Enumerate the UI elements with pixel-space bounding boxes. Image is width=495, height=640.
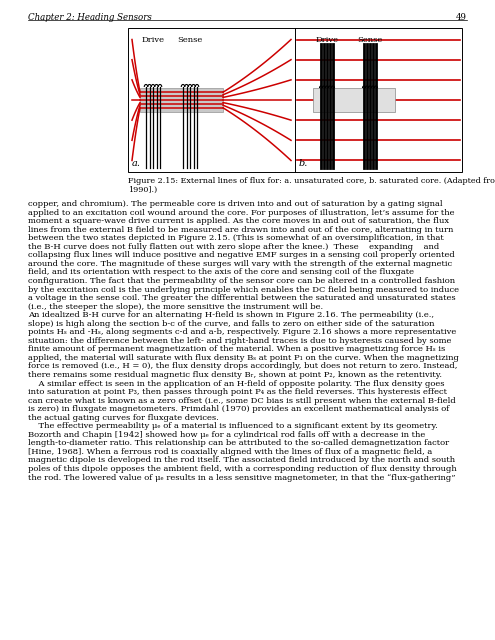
Bar [140, 88, 223, 112]
Text: collapsing flux lines will induce positive and negative EMF surges in a sensing : collapsing flux lines will induce positi… [28, 252, 455, 259]
Text: applied to an excitation coil wound around the core. For purposes of illustratio: applied to an excitation coil wound arou… [28, 209, 454, 216]
Text: around the core. The magnitude of these surges will vary with the strength of th: around the core. The magnitude of these … [28, 260, 452, 268]
Text: the actual gating curves for fluxgate devices.: the actual gating curves for fluxgate de… [28, 413, 219, 422]
Text: The effective permeability μₑ of a material is influenced to a significant exten: The effective permeability μₑ of a mater… [28, 422, 438, 430]
Text: poles of this dipole opposes the ambient field, with a corresponding reduction o: poles of this dipole opposes the ambient… [28, 465, 457, 473]
Text: can create what is known as a zero offset (i.e., some DC bias is still present w: can create what is known as a zero offse… [28, 397, 456, 404]
Text: finite amount of permanent magnetization of the material. When a positive magnet: finite amount of permanent magnetization… [28, 346, 445, 353]
Text: Figure 2.15: External lines of flux for: a. unsaturated core, b. saturated core.: Figure 2.15: External lines of flux for:… [128, 177, 495, 185]
Text: points Hₛ and -Hₛ, along segments c-d and a-b, respectively. Figure 2.16 shows a: points Hₛ and -Hₛ, along segments c-d an… [28, 328, 456, 336]
Text: applied, the material will saturate with flux density Bₛ at point P₁ on the curv: applied, the material will saturate with… [28, 354, 459, 362]
Text: magnetic dipole is developed in the rod itself. The associated field introduced : magnetic dipole is developed in the rod … [28, 456, 455, 465]
Text: lines from the external B field to be measured are drawn into and out of the cor: lines from the external B field to be me… [28, 226, 453, 234]
Bar [313, 88, 395, 112]
Text: Sense: Sense [357, 36, 383, 44]
Text: (i.e., the steeper the slope), the more sensitive the instrument will be.: (i.e., the steeper the slope), the more … [28, 303, 323, 310]
Text: into saturation at point P₃, then passes through point P₄ as the field reverses.: into saturation at point P₃, then passes… [28, 388, 447, 396]
Text: Chapter 2: Heading Sensors: Chapter 2: Heading Sensors [28, 13, 152, 22]
Text: there remains some residual magnetic flux density Bᵣ, shown at point P₂, known a: there remains some residual magnetic flu… [28, 371, 442, 379]
Text: slope) is high along the section b-c of the curve, and falls to zero on either s: slope) is high along the section b-c of … [28, 320, 435, 328]
Text: 1990].): 1990].) [128, 186, 157, 194]
Text: length-to-diameter ratio. This relationship can be attributed to the so-called d: length-to-diameter ratio. This relations… [28, 440, 449, 447]
Text: between the two states depicted in Figure 2.15. (This is somewhat of an oversimp: between the two states depicted in Figur… [28, 234, 444, 242]
Text: by the excitation coil is the underlying principle which enables the DC field be: by the excitation coil is the underlying… [28, 285, 459, 294]
Text: Drive: Drive [142, 36, 164, 44]
Text: configuration. The fact that the permeability of the sensor core can be altered : configuration. The fact that the permeab… [28, 277, 455, 285]
Bar [128, 28, 462, 172]
Text: b.: b. [299, 159, 308, 168]
Text: A similar effect is seen in the application of an H-field of opposite polarity. : A similar effect is seen in the applicat… [28, 380, 445, 388]
Text: a voltage in the sense coil. The greater the differential between the saturated : a voltage in the sense coil. The greater… [28, 294, 455, 302]
Text: [Hine, 1968]. When a ferrous rod is coaxially aligned with the lines of flux of : [Hine, 1968]. When a ferrous rod is coax… [28, 448, 432, 456]
Text: Sense: Sense [177, 36, 202, 44]
Text: 49: 49 [456, 13, 467, 22]
Text: Drive: Drive [315, 36, 339, 44]
Text: situation: the difference between the left- and right-hand traces is due to hyst: situation: the difference between the le… [28, 337, 451, 345]
Text: is zero) in fluxgate magnetometers. Primdahl (1970) provides an excellent mathem: is zero) in fluxgate magnetometers. Prim… [28, 405, 449, 413]
Text: the B-H curve does not fully flatten out with zero slope after the knee.)  These: the B-H curve does not fully flatten out… [28, 243, 439, 251]
Text: Bozorth and Chapin [1942] showed how μₑ for a cylindrical rod falls off with a d: Bozorth and Chapin [1942] showed how μₑ … [28, 431, 425, 439]
Text: copper, and chromium). The permeable core is driven into and out of saturation b: copper, and chromium). The permeable cor… [28, 200, 443, 208]
Text: the rod. The lowered value of μₑ results in a less sensitive magnetometer, in th: the rod. The lowered value of μₑ results… [28, 474, 455, 482]
Text: a.: a. [132, 159, 141, 168]
Text: field, and its orientation with respect to the axis of the core and sensing coil: field, and its orientation with respect … [28, 268, 414, 276]
Text: moment a square-wave drive current is applied. As the core moves in and out of s: moment a square-wave drive current is ap… [28, 217, 449, 225]
Text: force is removed (i.e., H = 0), the flux density drops accordingly, but does not: force is removed (i.e., H = 0), the flux… [28, 362, 457, 371]
Text: An idealized B-H curve for an alternating H-field is shown in Figure 2.16. The p: An idealized B-H curve for an alternatin… [28, 311, 434, 319]
